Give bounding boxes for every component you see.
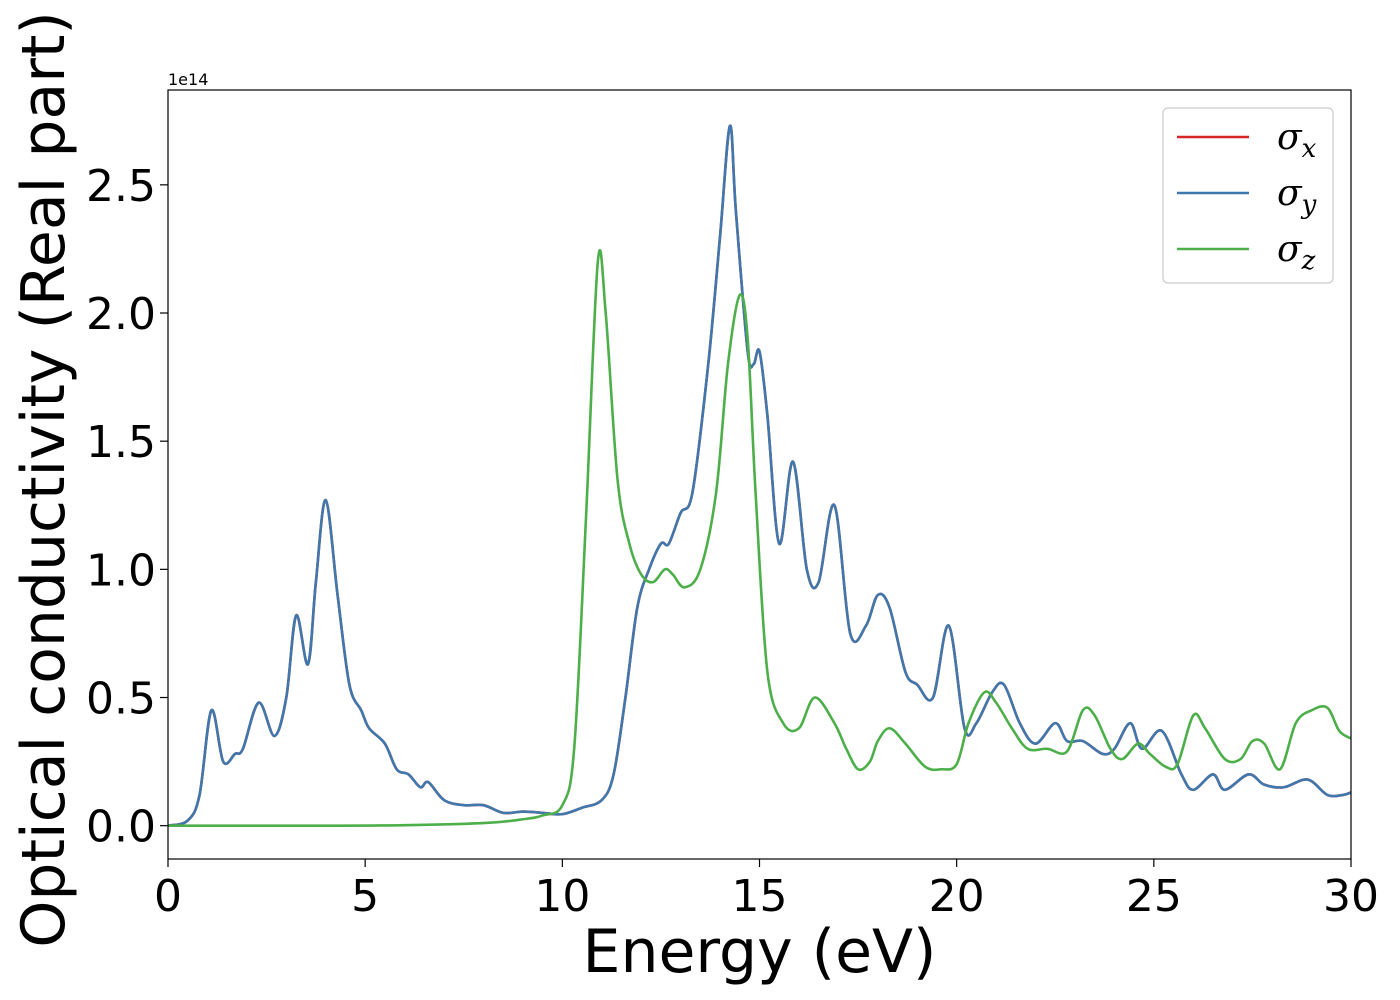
y-offset-text: 1e14 — [168, 70, 208, 89]
y-tick-label: 2.5 — [86, 161, 156, 212]
legend-label-y: σy — [1277, 173, 1317, 220]
y-tick-label: 1.0 — [86, 545, 156, 596]
x-tick-label: 5 — [351, 871, 379, 922]
x-tick-label: 10 — [534, 871, 590, 922]
x-axis-ticks: 0 5 10 15 20 25 30 — [154, 859, 1379, 922]
y-tick-label: 0.5 — [86, 674, 156, 725]
y-axis-ticks: 0.0 0.5 1.0 1.5 2.0 2.5 — [86, 161, 168, 853]
y-tick-label: 2.0 — [86, 289, 156, 340]
x-tick-label: 15 — [732, 871, 788, 922]
x-tick-label: 0 — [154, 871, 182, 922]
y-tick-label: 0.0 — [86, 802, 156, 853]
series-line-z — [168, 249, 1352, 828]
legend-box — [1162, 107, 1334, 284]
plot-lines — [167, 124, 1352, 828]
x-tick-label: 30 — [1323, 871, 1379, 922]
x-tick-label: 25 — [1126, 871, 1182, 922]
y-tick-label: 1.5 — [86, 417, 156, 468]
y-axis-title: Optical conductivity (Real part) — [9, 11, 79, 948]
legend-label-x: σx — [1277, 117, 1317, 164]
legend-label-z: σz — [1277, 229, 1316, 276]
x-axis-title: Energy (eV) — [583, 917, 937, 987]
x-tick-label: 20 — [929, 871, 985, 922]
series-line-y — [167, 124, 1352, 827]
legend: σx σy σz — [1162, 107, 1334, 284]
